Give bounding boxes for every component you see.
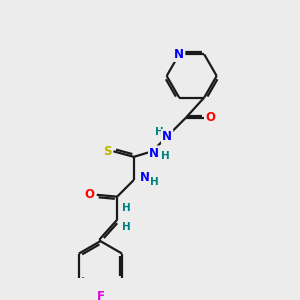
Text: H: H xyxy=(150,177,158,187)
Text: H: H xyxy=(122,222,131,232)
Text: N: N xyxy=(149,147,159,160)
Text: O: O xyxy=(206,112,216,124)
Text: H: H xyxy=(122,203,131,213)
Text: H: H xyxy=(155,127,164,137)
Text: F: F xyxy=(97,290,104,300)
Text: O: O xyxy=(84,188,94,201)
Text: N: N xyxy=(162,130,172,143)
Text: H: H xyxy=(161,151,170,161)
Text: N: N xyxy=(174,48,184,61)
Text: S: S xyxy=(103,145,111,158)
Text: N: N xyxy=(140,171,150,184)
